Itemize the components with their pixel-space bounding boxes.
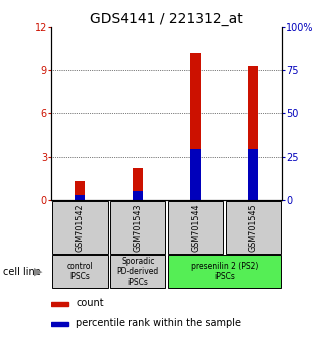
Bar xyxy=(52,255,108,288)
Bar xyxy=(133,191,143,200)
Bar xyxy=(75,181,85,200)
Bar xyxy=(110,201,165,254)
Bar xyxy=(75,195,85,200)
Text: GSM701544: GSM701544 xyxy=(191,203,200,252)
Text: GSM701545: GSM701545 xyxy=(249,203,258,252)
Bar xyxy=(168,201,223,254)
Bar xyxy=(190,149,201,200)
Text: presenilin 2 (PS2)
iPSCs: presenilin 2 (PS2) iPSCs xyxy=(191,262,258,281)
Text: ▶: ▶ xyxy=(34,267,42,277)
Bar xyxy=(52,201,108,254)
Bar xyxy=(248,65,258,200)
Bar xyxy=(110,255,165,288)
Bar xyxy=(168,255,281,288)
Text: GSM701542: GSM701542 xyxy=(76,203,84,252)
Bar xyxy=(51,302,68,306)
Bar xyxy=(190,53,201,200)
Text: cell line: cell line xyxy=(3,267,41,277)
Text: GSM701543: GSM701543 xyxy=(133,203,142,252)
Text: percentile rank within the sample: percentile rank within the sample xyxy=(76,319,241,329)
Bar xyxy=(51,322,68,326)
Bar xyxy=(225,201,281,254)
Title: GDS4141 / 221312_at: GDS4141 / 221312_at xyxy=(90,12,243,25)
Text: Sporadic
PD-derived
iPSCs: Sporadic PD-derived iPSCs xyxy=(116,257,159,287)
Text: control
IPSCs: control IPSCs xyxy=(67,262,93,281)
Bar xyxy=(133,168,143,200)
Bar xyxy=(248,149,258,200)
Text: count: count xyxy=(76,298,104,308)
